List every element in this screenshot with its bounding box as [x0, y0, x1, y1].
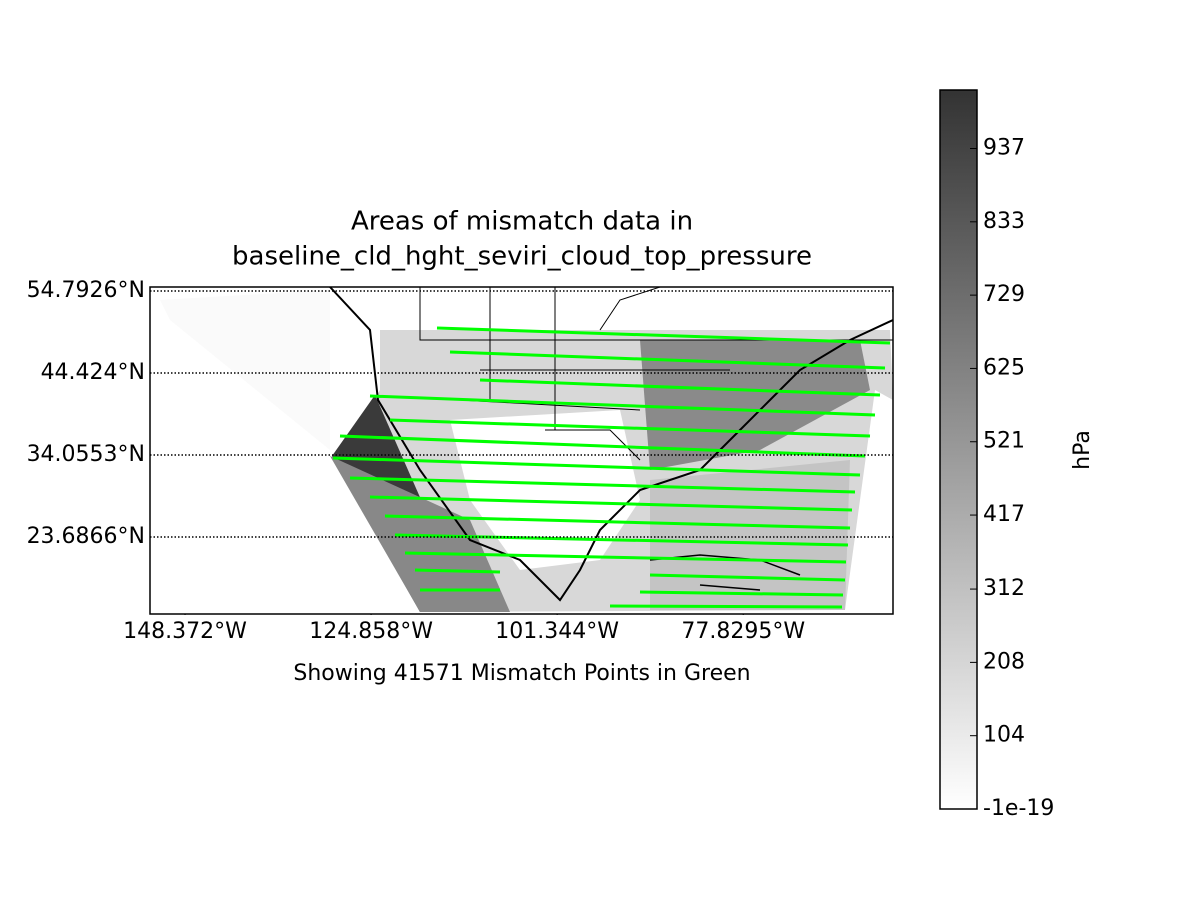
colorbar-tick-label: 625: [983, 355, 1025, 380]
x-tick-label: 77.8295°W: [681, 619, 805, 644]
y-tick-label: 54.7926°N: [27, 278, 145, 303]
y-tick-label: 34.0553°N: [27, 442, 145, 467]
map-image: [160, 287, 893, 612]
colorbar-tick-label: 937: [983, 136, 1025, 161]
chart-title: Areas of mismatch data in: [351, 207, 693, 237]
map-frame: [149, 286, 894, 615]
colorbar-tick-label: 729: [983, 282, 1025, 307]
x-axis-label: Showing 41571 Mismatch Points in Green: [293, 661, 750, 686]
colorbar-tick-label: -1e-19: [983, 796, 1054, 821]
colorbar-tick-label: 104: [983, 723, 1025, 748]
colorbar-tick-label: 208: [983, 649, 1025, 674]
y-tick-label: 44.424°N: [41, 360, 145, 385]
x-tick-label: 148.372°W: [123, 619, 247, 644]
colorbar-tick-label: 417: [983, 502, 1025, 527]
colorbar: [939, 89, 978, 810]
x-tick-label: 101.344°W: [495, 619, 619, 644]
colorbar-tick-label: 521: [983, 429, 1025, 454]
y-tick-label: 23.6866°N: [27, 524, 145, 549]
chart-title: baseline_cld_hght_seviri_cloud_top_press…: [232, 242, 812, 272]
colorbar-tick-label: 833: [983, 209, 1025, 234]
colorbar-label: hPa: [1070, 430, 1095, 470]
x-tick-label: 124.858°W: [309, 619, 433, 644]
colorbar-tick-label: 312: [983, 576, 1025, 601]
